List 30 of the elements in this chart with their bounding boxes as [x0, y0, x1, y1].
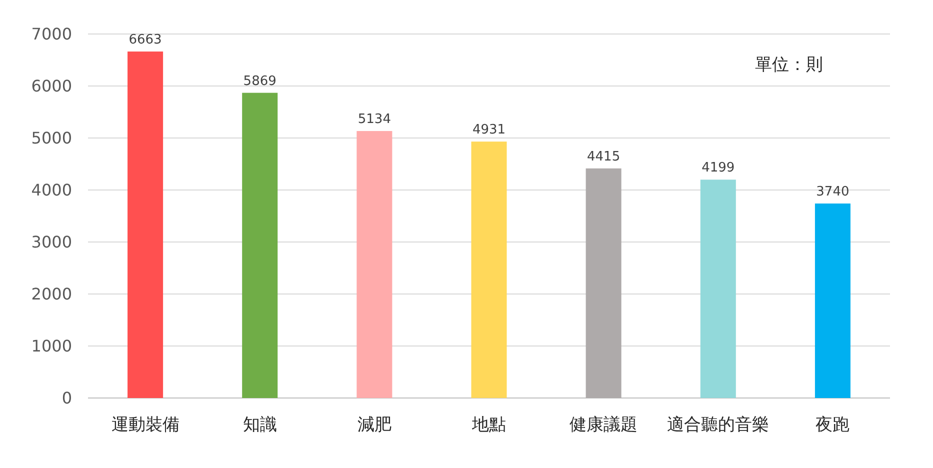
- data-label: 4931: [472, 122, 506, 138]
- x-tick-label: 健康議題: [570, 415, 638, 435]
- bar: [471, 142, 507, 398]
- y-tick-label: 6000: [31, 76, 72, 96]
- x-tick-label: 夜跑: [816, 415, 850, 435]
- data-label: 4199: [702, 160, 735, 176]
- y-tick-label: 7000: [31, 24, 72, 44]
- bar: [586, 168, 622, 398]
- data-label: 3740: [816, 184, 850, 200]
- y-tick-label: 2000: [31, 284, 72, 304]
- data-label: 5869: [243, 74, 276, 89]
- data-label: 6663: [128, 32, 162, 48]
- annotation: 單位：則: [755, 55, 823, 75]
- bar: [128, 52, 164, 398]
- y-tick-label: 3000: [31, 232, 72, 252]
- bar: [700, 180, 736, 398]
- x-tick-label: 運動裝備: [111, 415, 180, 435]
- data-label: 5134: [358, 112, 391, 128]
- x-tick-label: 地點: [471, 415, 506, 435]
- y-tick-label: 4000: [31, 180, 72, 200]
- x-tick-label: 知識: [242, 415, 277, 435]
- y-tick-label: 0: [62, 388, 72, 408]
- y-tick-label: 5000: [31, 128, 72, 148]
- bar: [814, 204, 850, 398]
- data-label: 4415: [587, 149, 620, 164]
- x-tick-label: 適合聽的音樂: [667, 415, 770, 435]
- y-tick-label: 1000: [31, 336, 72, 356]
- x-tick-label: 減肥: [357, 415, 392, 435]
- bar: [356, 131, 392, 398]
- bar: [242, 92, 278, 398]
